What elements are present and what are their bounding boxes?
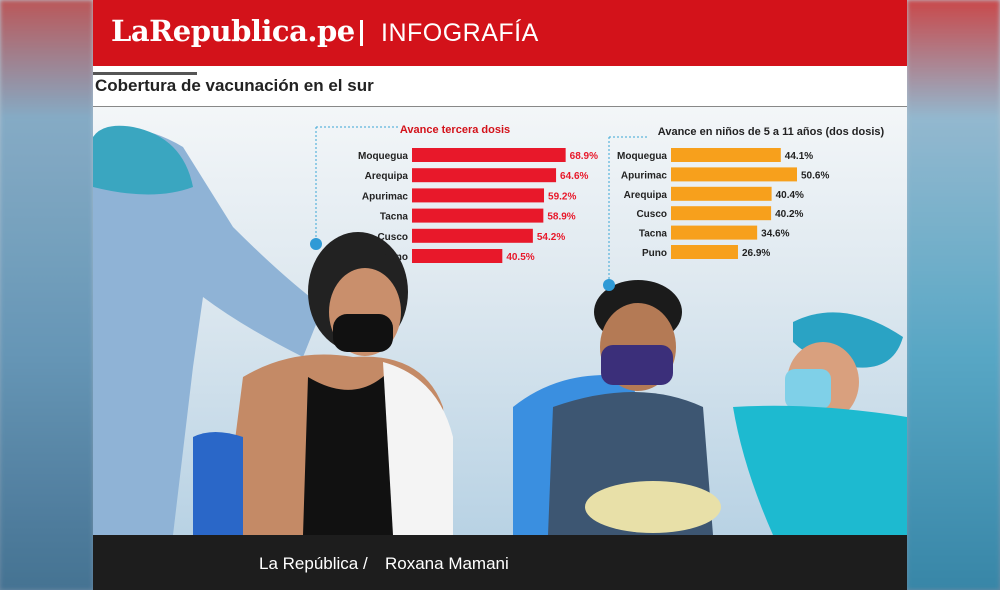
boy-mask [601, 345, 673, 385]
chart-title: Avance en niños de 5 a 11 años (dos dosi… [658, 126, 885, 138]
category-label: Moquegua [358, 151, 408, 162]
boy-fan [585, 481, 721, 533]
chart-title: Avance tercera dosis [400, 124, 510, 136]
value-label: 40.5% [506, 252, 534, 263]
nurse-right-body [733, 405, 907, 535]
bar [412, 249, 503, 263]
value-label: 40.2% [775, 209, 803, 220]
chair-left [193, 432, 243, 535]
chart-ninos-5-11: Avance en niños de 5 a 11 años (dos dosi… [617, 126, 885, 259]
category-label: Puno [383, 252, 408, 263]
bar [671, 225, 758, 240]
section-label: INFOGRAFÍA [381, 19, 539, 47]
bar [412, 228, 533, 243]
footer-bar [93, 535, 907, 590]
bar [671, 186, 772, 201]
category-label: Tacna [380, 212, 409, 223]
bar [412, 208, 544, 223]
value-label: 59.2% [548, 191, 576, 202]
nurse-right-mask [785, 369, 831, 409]
bar [671, 148, 781, 162]
leader-dot-right [603, 279, 615, 291]
chart-tercera-dosis: Avance tercera dosis Moquegua 68.9% Arequip… [358, 124, 598, 263]
photo-background: Avance tercera dosis Moquegua 68.9% Arequip… [93, 107, 907, 535]
category-label: Arequipa [365, 171, 409, 182]
credit-author: Roxana Mamani [385, 554, 509, 573]
header-bar: LaRepublica.pe INFOGRAFÍA [93, 0, 907, 66]
bar [412, 188, 545, 203]
category-label: Moquegua [617, 151, 667, 162]
brand-logo[interactable]: LaRepublica.pe [111, 14, 355, 48]
category-label: Apurimac [362, 191, 409, 202]
woman-top [303, 367, 413, 535]
value-label: 26.9% [742, 248, 770, 259]
nurse-left-cap [93, 125, 193, 195]
woman-mask [333, 314, 393, 352]
value-label: 44.1% [785, 151, 813, 162]
bar [671, 167, 797, 182]
category-label: Tacna [639, 229, 668, 240]
credit-source: La República / [259, 554, 368, 573]
header-divider [360, 20, 363, 46]
category-label: Cusco [636, 209, 667, 220]
value-label: 68.9% [570, 151, 598, 162]
blurred-background-left [0, 0, 93, 590]
bar [412, 168, 557, 183]
category-label: Puno [642, 248, 667, 259]
value-label: 50.6% [801, 170, 829, 181]
subtitle-rule [93, 106, 907, 107]
category-label: Apurimac [621, 170, 668, 181]
nurse-left-figure [93, 129, 323, 535]
woman-coat [383, 362, 453, 535]
leader-dot-left [310, 238, 322, 250]
bar [671, 206, 772, 221]
category-label: Arequipa [624, 190, 668, 201]
blurred-background-right [907, 0, 1000, 590]
bar [412, 148, 566, 162]
value-label: 64.6% [560, 171, 588, 182]
value-label: 40.4% [776, 190, 804, 201]
page-subtitle: Cobertura de vacunación en el sur [95, 76, 374, 95]
value-label: 54.2% [537, 232, 565, 243]
value-label: 34.6% [761, 229, 789, 240]
subtitle-accent-line [93, 72, 197, 75]
category-label: Cusco [377, 232, 408, 243]
value-label: 58.9% [547, 212, 575, 223]
infographic-card: LaRepublica.pe INFOGRAFÍA Cobertura de v… [93, 0, 907, 590]
bar [671, 245, 738, 259]
photo-illustration [93, 125, 907, 535]
